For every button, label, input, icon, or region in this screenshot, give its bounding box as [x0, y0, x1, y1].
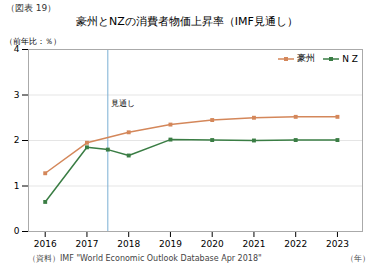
svg-text:見通し: 見通し — [111, 99, 135, 108]
html-text:（資料）IMF "World Economic Outloo: （資料）IMF "World Economic Outlook Database… — [28, 254, 262, 263]
svg-text:2018: 2018 — [117, 239, 140, 249]
svg-text:（前年比：％）: （前年比：％） — [5, 37, 61, 46]
html-text:（年）: （年） — [346, 254, 370, 263]
svg-text:1: 1 — [14, 181, 20, 191]
svg-text:3: 3 — [14, 90, 20, 100]
svg-text:2: 2 — [14, 135, 20, 145]
svg-text:2023: 2023 — [326, 239, 349, 249]
html-text:豪州とNZの消費者物価上昇率（IMF見通し）: 豪州とNZの消費者物価上昇率（IMF見通し） — [76, 15, 298, 28]
svg-text:2017: 2017 — [75, 239, 98, 249]
html-text:（図表 19）: （図表 19） — [6, 3, 57, 13]
svg-text:2022: 2022 — [284, 239, 307, 249]
svg-text:0: 0 — [14, 226, 20, 236]
svg-text:2019: 2019 — [159, 239, 182, 249]
html-text:豪州: 豪州 — [297, 53, 316, 63]
svg-text:2020: 2020 — [201, 239, 224, 249]
svg-text:2016: 2016 — [34, 239, 57, 249]
html-text:N Z: N Z — [342, 53, 358, 64]
svg-text:2021: 2021 — [242, 239, 265, 249]
svg-text:4: 4 — [13, 44, 20, 55]
